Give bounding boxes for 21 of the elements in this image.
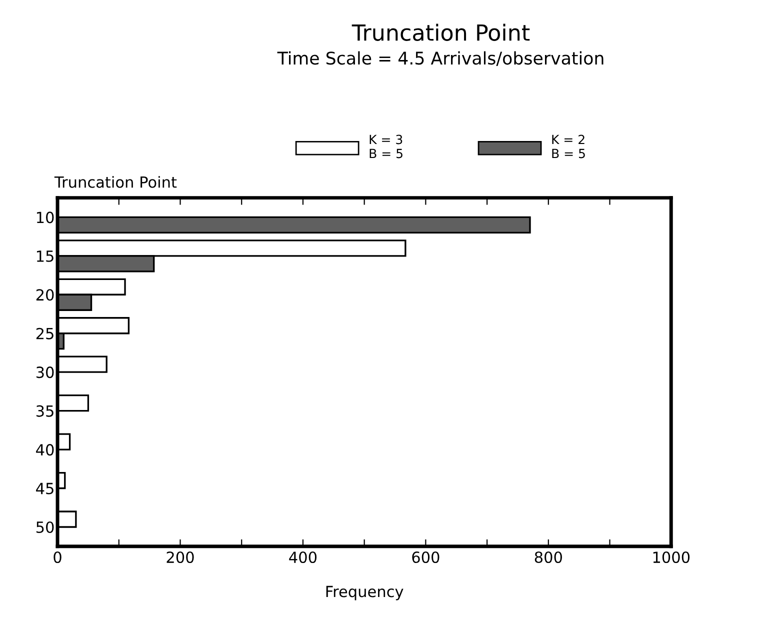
- legend-label: K = 2 B = 5: [552, 134, 585, 158]
- y-tick-label: 15: [36, 250, 54, 262]
- x-tick-label: 1000: [653, 551, 690, 564]
- x-tick-label: 0: [54, 551, 62, 564]
- y-axis-title: Truncation Point: [54, 176, 177, 188]
- y-tick-label: 35: [36, 405, 54, 417]
- x-tick-label: 800: [534, 551, 562, 564]
- y-tick-label: 20: [36, 289, 54, 301]
- chart-subtitle: Time Scale = 4.5 Arrivals/observation: [277, 51, 604, 66]
- chart-title: Truncation Point: [352, 24, 530, 41]
- y-tick-label: 45: [36, 482, 54, 494]
- x-tick-label: 400: [289, 551, 317, 564]
- legend-label: K = 3 B = 5: [370, 134, 402, 158]
- x-axis-title: Frequency: [326, 586, 404, 600]
- y-tick-label: 25: [36, 328, 54, 340]
- x-tick-label: 200: [166, 551, 194, 564]
- y-tick-label: 40: [36, 444, 54, 456]
- x-tick-label: 600: [412, 551, 440, 564]
- y-tick-label: 30: [36, 366, 54, 378]
- y-tick-label: 50: [36, 521, 54, 534]
- y-tick-label: 10: [36, 212, 54, 224]
